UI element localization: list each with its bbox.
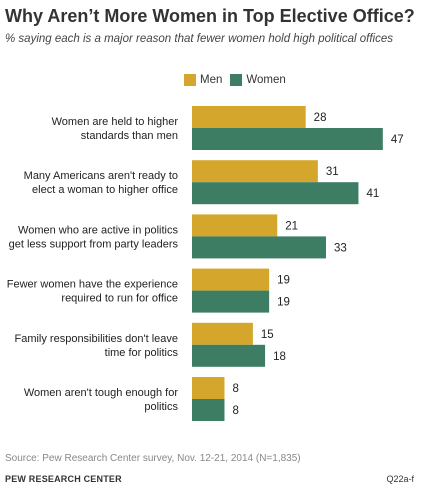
legend-swatch-women (230, 74, 243, 86)
footer-brand: PEW RESEARCH CENTER (5, 474, 122, 484)
legend: Men Women (184, 74, 294, 86)
chart-title: Why Aren’t More Women in Top Elective Of… (5, 6, 415, 26)
bar-women-1 (192, 128, 383, 150)
bar-men-5 (192, 322, 253, 345)
legend-label-women: Women (246, 74, 286, 86)
bar-women-4 (192, 290, 270, 313)
bar-women-2 (192, 182, 359, 205)
data-label-men-4: 19 (277, 275, 290, 287)
bar-women-6 (192, 399, 225, 421)
category-label-1: Women are held to higher standards than m… (52, 116, 179, 142)
data-label-women-5: 18 (273, 351, 286, 363)
data-label-women-6: 8 (232, 405, 238, 417)
bar-men-4 (192, 268, 270, 291)
question-code: Q22a-f (386, 474, 414, 484)
category-label-5: Family responsibilities don't leave time … (14, 333, 178, 359)
bar-men-6 (192, 377, 225, 399)
bar-women-5 (192, 344, 266, 367)
legend-swatch-men (184, 74, 196, 86)
category-label-4: Fewer women have the experience required … (7, 279, 178, 305)
bar-men-2 (192, 160, 318, 183)
category-label-3: Women who are active in politics get less… (9, 224, 179, 250)
bar-men-1 (192, 106, 306, 128)
data-label-women-4: 19 (277, 297, 290, 309)
data-label-women-1: 47 (391, 134, 404, 146)
category-label-2: Many Americans aren't ready to elect a wo… (24, 170, 178, 196)
data-label-men-6: 8 (232, 383, 238, 395)
legend-item-men: Men (184, 74, 222, 86)
data-label-men-5: 15 (261, 329, 274, 341)
legend-item-women: Women (230, 74, 286, 86)
legend-label-men: Men (200, 74, 223, 86)
data-label-men-3: 21 (285, 220, 298, 232)
bar-women-3 (192, 236, 326, 259)
data-label-women-3: 33 (334, 242, 347, 254)
bar-chart: Women are held to higher standards than m… (7, 106, 404, 421)
bar-men-3 (192, 214, 278, 237)
data-label-men-1: 28 (314, 112, 327, 124)
source-note: Source: Pew Research Center survey, Nov.… (5, 453, 301, 464)
data-label-men-2: 31 (326, 166, 339, 178)
category-label-6: Women aren't tough enough for politics (24, 387, 179, 413)
chart-subtitle: % saying each is a major reason that few… (5, 33, 394, 45)
data-label-women-2: 41 (366, 188, 379, 200)
